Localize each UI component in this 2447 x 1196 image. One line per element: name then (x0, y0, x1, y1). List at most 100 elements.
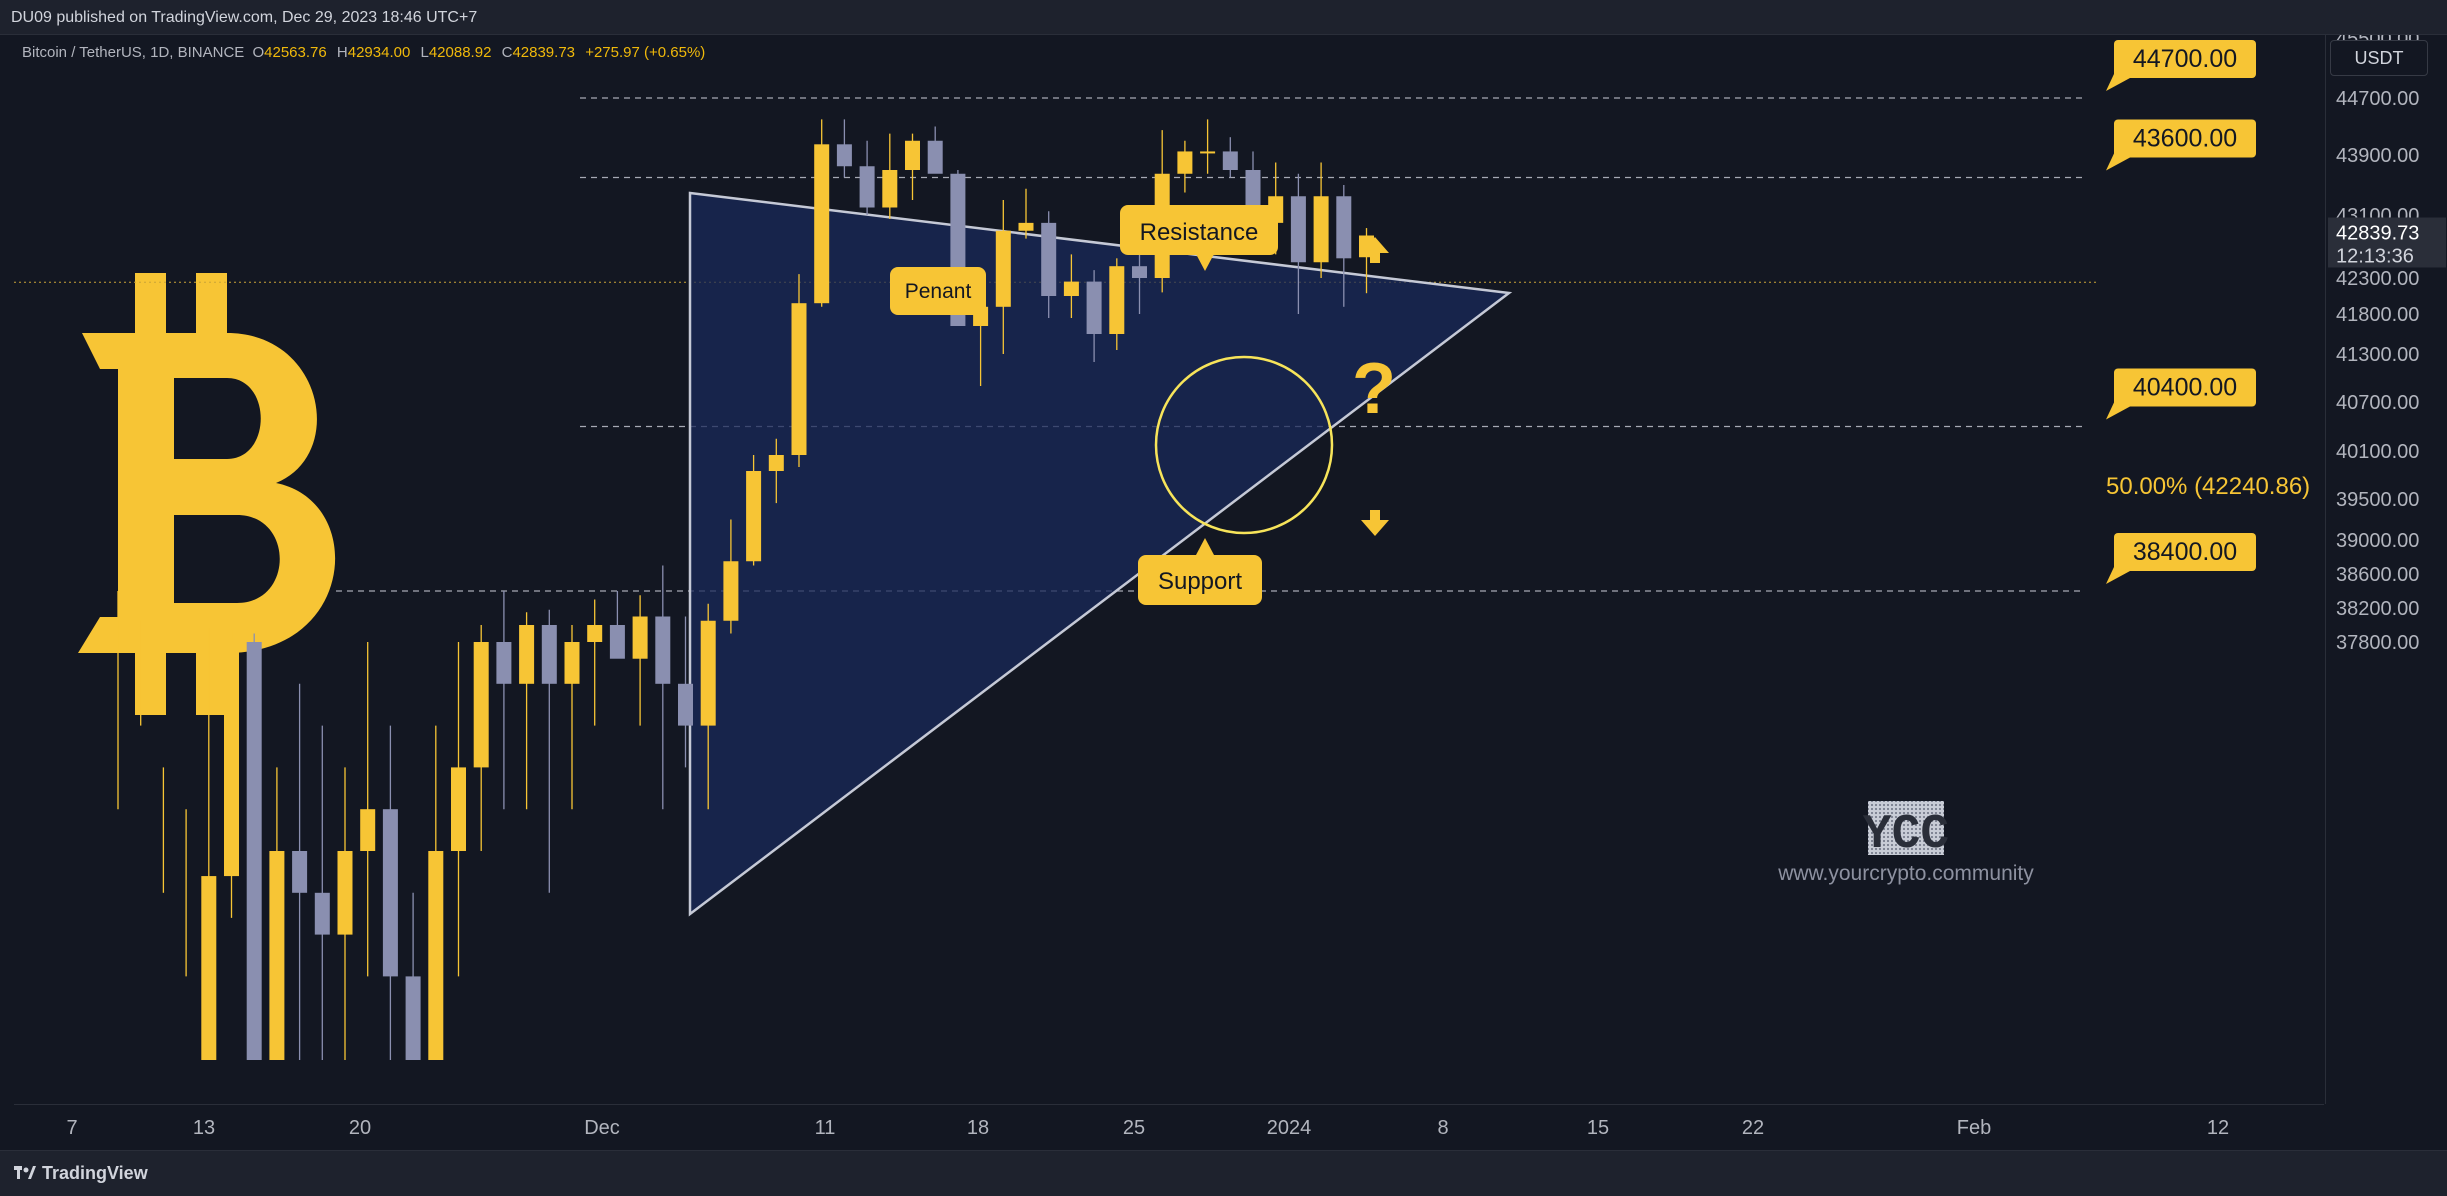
candle-body (451, 767, 466, 851)
price-tick-label: 37800.00 (2336, 632, 2419, 654)
candle (905, 133, 920, 200)
candle-body (927, 140, 943, 174)
candle (632, 595, 648, 726)
candle (882, 133, 898, 219)
candle (201, 627, 217, 1060)
price-tick-label: 42300.00 (2336, 268, 2419, 290)
time-tick-label: 25 (1123, 1117, 1145, 1139)
symbol-info: Bitcoin / TetherUS, 1D, BINANCE O42563.7… (22, 44, 711, 61)
candle-body (1200, 151, 1216, 154)
ycc-watermark: YCC www.yourcrypto.community (1777, 801, 2034, 885)
candle-body (360, 809, 376, 851)
candle-body (814, 144, 830, 304)
candle-body (564, 642, 580, 684)
down-arrow-icon (1361, 510, 1389, 536)
candle (1132, 250, 1147, 314)
candle (1041, 211, 1057, 318)
low-label: L (420, 44, 429, 61)
tradingview-logo-icon (14, 1166, 36, 1179)
candle (1222, 137, 1238, 178)
candle-body (655, 616, 671, 684)
time-axis[interactable]: 7 13 20 Dec 11 18 25 2024 8 15 22 Feb 12 (14, 1104, 2324, 1151)
countdown: 12:13:36 (2336, 245, 2414, 267)
candle-body (1109, 266, 1125, 334)
candle-body (1222, 151, 1238, 170)
candle-body (678, 683, 693, 726)
candle (1290, 173, 1306, 314)
level-label-box (2114, 368, 2256, 407)
candle-body (1086, 281, 1102, 334)
close-value: 42839.73 (512, 44, 576, 61)
candle-body (587, 625, 603, 642)
current-price-box (2328, 217, 2446, 268)
candle-body (1041, 222, 1057, 296)
candle (927, 126, 943, 174)
candle-body (1063, 281, 1079, 296)
candle-body (1132, 266, 1147, 278)
candle-body (768, 455, 784, 471)
level-labels: 44700.00 43600.00 40400.00 38400.00 (2106, 40, 2256, 584)
candle (1109, 258, 1125, 350)
candle (1336, 185, 1352, 307)
candle-body (1177, 151, 1193, 174)
level-label-box (2114, 533, 2256, 571)
candle-body (882, 170, 898, 208)
time-tick-label: Feb (1957, 1117, 1991, 1139)
pennant-label: Penant (905, 280, 972, 303)
candle-body (723, 561, 739, 621)
publish-info: DU09 published on TradingView.com, Dec 2… (11, 9, 478, 26)
candle (768, 438, 784, 504)
candle-body (314, 892, 330, 935)
candle (1063, 254, 1079, 318)
candle-body (269, 851, 285, 1060)
time-tick-label: Dec (584, 1117, 620, 1139)
time-tick-label: 22 (1742, 1117, 1764, 1139)
candle-body (1290, 196, 1306, 263)
candle-body (473, 642, 489, 768)
candle (382, 725, 398, 1060)
tradingview-logo[interactable]: TradingView (14, 1163, 148, 1184)
price-chart[interactable]: ? Resistance Support Penant 50.00% (4224… (14, 35, 2324, 1104)
support-callout: Support (1138, 538, 1262, 605)
candle-body (224, 642, 239, 877)
change-value: +275.97 (+0.65%) (585, 44, 706, 61)
candle (541, 609, 557, 893)
candle-body (700, 620, 716, 726)
pennant-triangle (688, 191, 1513, 917)
level-label: 40400.00 (2106, 368, 2256, 420)
bitcoin-logo (78, 273, 336, 715)
candle-body (1018, 222, 1034, 231)
resistance-label: Resistance (1140, 219, 1259, 246)
symbol-name: Bitcoin / TetherUS, 1D, BINANCE (22, 44, 245, 61)
level-label-pointer (2106, 74, 2130, 91)
pennant-callout: Penant (890, 267, 986, 315)
open-value: 42563.76 (264, 44, 327, 61)
candle (451, 642, 466, 977)
footer-bar: TradingView (0, 1150, 2447, 1196)
candle-body (292, 851, 308, 893)
candle-body (905, 140, 920, 170)
level-label: 38400.00 (2106, 533, 2256, 584)
candle (292, 683, 308, 1060)
candle-body (428, 851, 444, 1060)
level-label-pointer (2106, 402, 2130, 420)
candle (428, 725, 444, 1060)
chart-area[interactable]: ? Resistance Support Penant 50.00% (4224… (14, 35, 2324, 1104)
candle (405, 892, 421, 1060)
time-tick-label: 11 (815, 1117, 836, 1139)
candle (723, 519, 739, 634)
price-axis[interactable]: 45500.0044700.0043900.0043100.0042300.00… (2325, 28, 2447, 1104)
candle (1313, 162, 1329, 278)
candle (314, 725, 330, 1060)
price-tick-label: 41800.00 (2336, 304, 2419, 326)
candle (1018, 188, 1034, 239)
level-label-pointer (2106, 567, 2130, 584)
candle (655, 565, 671, 810)
candle (1177, 140, 1193, 193)
price-tick-label: 40100.00 (2336, 441, 2419, 463)
currency-button[interactable]: USDT (2330, 40, 2428, 76)
level-value: 40400.00 (2133, 374, 2237, 402)
price-tick-label: 40700.00 (2336, 392, 2419, 414)
candle-body (1336, 196, 1352, 259)
candle (473, 625, 489, 851)
